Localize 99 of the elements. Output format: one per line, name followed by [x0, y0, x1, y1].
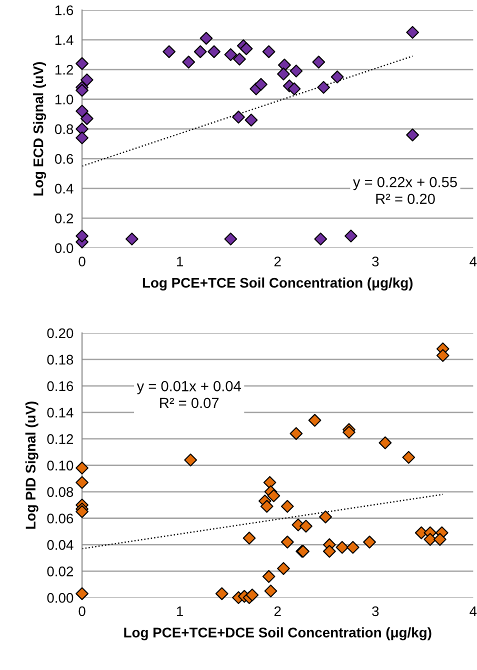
y-tick-label: 0.04 [47, 540, 74, 550]
y-tick-label: 0.8 [54, 124, 74, 134]
point [406, 26, 420, 39]
point [277, 562, 290, 575]
point [208, 45, 220, 58]
x-tick-label: 4 [470, 606, 477, 616]
point [264, 584, 278, 598]
y-tick-label: 0.18 [47, 354, 74, 365]
y-tick-label: 1.6 [55, 5, 74, 16]
annotation: R² = 0.20 [376, 194, 435, 204]
point [76, 57, 88, 70]
point [244, 114, 258, 127]
point [433, 532, 446, 546]
point [436, 349, 450, 362]
point [288, 82, 301, 96]
x-tick-label: 2 [274, 256, 281, 266]
point [80, 73, 94, 86]
y-tick-label: 1.4 [55, 35, 74, 45]
annotation: y = 0.22x + 0.55 [352, 176, 457, 190]
y-tick-label: 0.20 [47, 328, 74, 338]
point [240, 42, 253, 56]
point [76, 476, 88, 489]
point [312, 56, 326, 69]
x-tick-label: 2 [274, 606, 281, 616]
annotation: y = 0.01x + 0.04 [136, 381, 241, 394]
point [314, 232, 328, 246]
point [262, 570, 276, 583]
point [200, 32, 213, 45]
point [242, 532, 256, 545]
point [342, 426, 356, 439]
x-tick-label: 4 [470, 256, 477, 266]
point [322, 544, 336, 558]
x-tick-label: 3 [372, 606, 379, 616]
y-tick-label: 0.4 [54, 184, 74, 194]
y-tick-label: 0.08 [47, 487, 74, 497]
point [224, 232, 238, 246]
point [76, 587, 88, 600]
point [402, 450, 416, 464]
point [277, 68, 290, 80]
point [76, 84, 88, 97]
x-tick-label: 1 [177, 256, 184, 266]
point [317, 80, 330, 94]
point [254, 78, 268, 91]
x-axis-title: Log PCE+TCE+DCE Soil Concentration (μg/kg) [124, 627, 432, 640]
y-tick-label: 1.0 [55, 94, 74, 104]
point [290, 427, 303, 440]
point [319, 510, 332, 524]
point [300, 520, 312, 533]
point [363, 536, 376, 549]
y-tick-label: 0.06 [47, 514, 74, 524]
point [290, 64, 303, 78]
point [162, 45, 176, 58]
point [184, 454, 198, 466]
y-tick-label: 0.12 [47, 434, 74, 444]
point [125, 232, 138, 246]
y-tick-label: 0.0 [54, 243, 74, 254]
point [232, 110, 245, 124]
point [260, 500, 274, 513]
point [344, 230, 358, 242]
y-tick-label: 0.2 [54, 214, 74, 224]
point [280, 536, 294, 549]
point [182, 56, 196, 69]
point [336, 540, 349, 554]
annotation: R² = 0.07 [160, 398, 219, 408]
point [308, 414, 322, 427]
x-tick-label: 0 [78, 256, 86, 266]
point [76, 104, 88, 118]
point [76, 131, 88, 144]
x-tick-label: 0 [78, 606, 86, 616]
point [76, 462, 88, 474]
y-tick-label: 1.2 [55, 64, 74, 75]
y-tick-label: 0.00 [47, 592, 74, 603]
y-axis-title: Log PID Signal (uV) [25, 402, 38, 529]
x-axis-title: Log PCE+TCE Soil Concentration (μg/kg) [142, 278, 413, 291]
point [194, 45, 207, 58]
y-tick-label: 0.10 [47, 460, 74, 470]
point [262, 45, 276, 58]
point [280, 500, 294, 513]
point [424, 532, 437, 546]
point [233, 52, 246, 66]
y-tick-label: 0.16 [47, 381, 74, 392]
point [76, 505, 88, 518]
point [76, 230, 88, 242]
point [406, 128, 420, 142]
y-tick-label: 0.6 [54, 154, 74, 164]
point [80, 112, 94, 126]
point [224, 48, 238, 62]
point [330, 70, 344, 84]
y-tick-label: 0.14 [47, 408, 74, 418]
point [346, 540, 360, 554]
x-tick-label: 3 [372, 256, 379, 266]
y-tick-label: 0.02 [47, 566, 74, 576]
point [215, 587, 228, 600]
point [378, 436, 392, 450]
point [278, 58, 291, 72]
point [267, 489, 280, 502]
x-tick-label: 1 [177, 606, 184, 616]
point [246, 588, 259, 602]
y-axis-title: Log ECD Signal (uV) [33, 62, 46, 196]
